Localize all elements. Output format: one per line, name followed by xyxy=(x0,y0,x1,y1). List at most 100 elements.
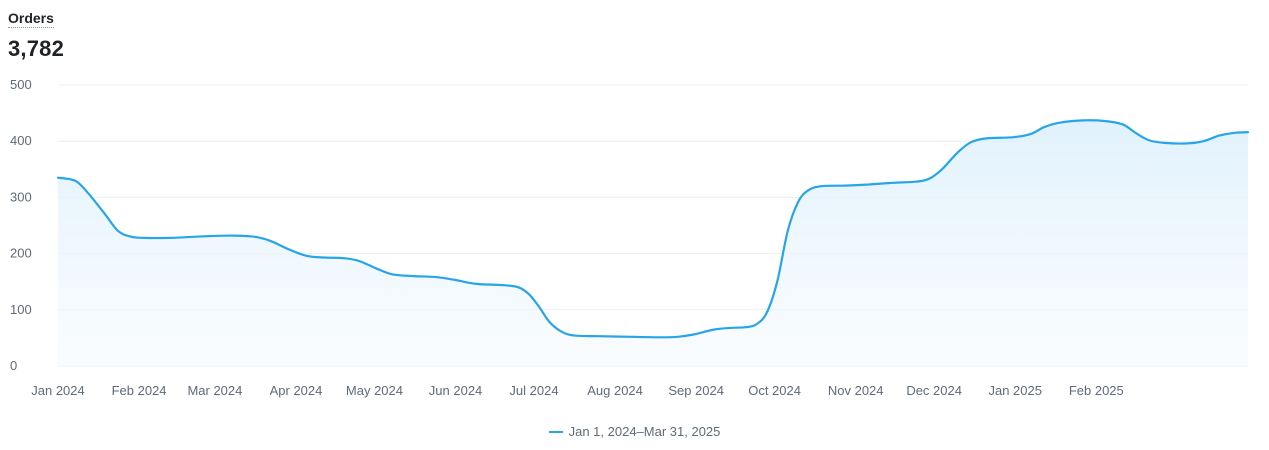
data-point xyxy=(207,236,208,237)
metric-total-value: 3,782 xyxy=(8,36,65,61)
data-point xyxy=(693,334,694,335)
data-point xyxy=(343,258,344,259)
data-point xyxy=(1164,142,1165,143)
x-tick-label: May 2024 xyxy=(346,383,403,398)
series-layer xyxy=(56,119,1250,366)
data-point xyxy=(808,190,809,191)
x-tick-label: Jul 2024 xyxy=(509,383,558,398)
x-axis-labels: Jan 2024 Feb 2024 Mar 2024 Apr 2024 May 2024… xyxy=(31,383,1124,398)
data-point xyxy=(662,337,663,338)
x-tick-label: Dec 2024 xyxy=(906,383,962,398)
x-tick-label: Mar 2024 xyxy=(187,383,242,398)
data-point xyxy=(131,236,132,237)
data-point xyxy=(1122,124,1123,125)
data-point xyxy=(1012,137,1013,138)
data-point xyxy=(1083,120,1084,121)
data-point xyxy=(677,336,678,337)
data-point xyxy=(915,181,916,182)
x-tick-label: Apr 2024 xyxy=(270,383,323,398)
data-point xyxy=(118,231,119,232)
data-point xyxy=(1104,120,1105,121)
data-point xyxy=(821,186,822,187)
data-point xyxy=(845,185,846,186)
data-point xyxy=(798,201,799,202)
data-point xyxy=(288,249,289,250)
data-point xyxy=(254,236,255,237)
x-tick-label: Feb 2025 xyxy=(1069,383,1124,398)
data-point xyxy=(358,260,359,261)
y-tick-label: 300 xyxy=(10,189,32,204)
data-point xyxy=(71,179,72,180)
data-point xyxy=(575,335,576,336)
series-line[interactable] xyxy=(56,119,1250,339)
data-point xyxy=(957,152,958,153)
data-point xyxy=(562,332,563,333)
x-tick-label: Aug 2024 xyxy=(587,383,643,398)
data-point xyxy=(392,274,393,275)
data-point xyxy=(144,237,145,238)
y-tick-label: 0 xyxy=(10,358,17,373)
data-point xyxy=(78,183,79,184)
data-point xyxy=(413,276,414,277)
data-point xyxy=(455,279,456,280)
series-area-fill xyxy=(58,120,1248,366)
data-point xyxy=(233,235,234,236)
data-point xyxy=(714,329,715,330)
metric-title[interactable]: Orders xyxy=(8,10,54,28)
x-tick-label: Oct 2024 xyxy=(748,383,801,398)
data-point xyxy=(986,138,987,139)
data-point xyxy=(1234,132,1235,133)
data-point xyxy=(1247,132,1248,133)
data-point xyxy=(777,281,778,282)
data-point xyxy=(437,277,438,278)
data-point xyxy=(1043,127,1044,128)
data-point xyxy=(528,294,529,295)
data-point xyxy=(766,312,767,313)
data-point xyxy=(892,182,893,183)
y-tick-label: 500 xyxy=(10,77,32,92)
data-point xyxy=(1059,122,1060,123)
data-point xyxy=(269,240,270,241)
legend-swatch xyxy=(548,430,563,433)
data-point xyxy=(539,306,540,307)
data-point xyxy=(170,237,171,238)
data-point xyxy=(518,287,519,288)
data-point xyxy=(1135,132,1136,133)
data-point xyxy=(941,169,942,170)
x-tick-label: Jan 2025 xyxy=(988,383,1042,398)
data-point xyxy=(549,322,550,323)
data-point xyxy=(476,283,477,284)
data-point xyxy=(745,327,746,328)
data-point xyxy=(57,177,58,178)
legend-label: Jan 1, 2024–Mar 31, 2025 xyxy=(568,424,721,439)
x-tick-label: Sep 2024 xyxy=(668,383,724,398)
data-point xyxy=(1187,143,1188,144)
data-point xyxy=(970,142,971,143)
data-point xyxy=(306,255,307,256)
data-point xyxy=(1219,135,1220,136)
data-point xyxy=(756,324,757,325)
data-point xyxy=(1148,140,1149,141)
chart-legend[interactable]: Jan 1, 2024–Mar 31, 2025 xyxy=(0,424,1269,440)
x-tick-label: Jun 2024 xyxy=(429,383,483,398)
data-point xyxy=(1030,133,1031,134)
data-point xyxy=(630,336,631,337)
data-point xyxy=(787,231,788,232)
x-tick-label: Nov 2024 xyxy=(828,383,884,398)
data-point xyxy=(502,285,503,286)
x-tick-label: Jan 2024 xyxy=(31,383,85,398)
data-point xyxy=(732,327,733,328)
data-point xyxy=(1203,141,1204,142)
data-point xyxy=(89,194,90,195)
data-point xyxy=(324,257,325,258)
data-point xyxy=(599,336,600,337)
x-tick-label: Feb 2024 xyxy=(112,383,167,398)
y-tick-label: 400 xyxy=(10,133,32,148)
data-point xyxy=(928,178,929,179)
y-tick-label: 200 xyxy=(10,246,32,261)
y-axis-labels: 0 100 200 300 400 500 xyxy=(10,77,32,373)
data-point xyxy=(105,214,106,215)
data-point xyxy=(868,184,869,185)
data-point xyxy=(377,268,378,269)
